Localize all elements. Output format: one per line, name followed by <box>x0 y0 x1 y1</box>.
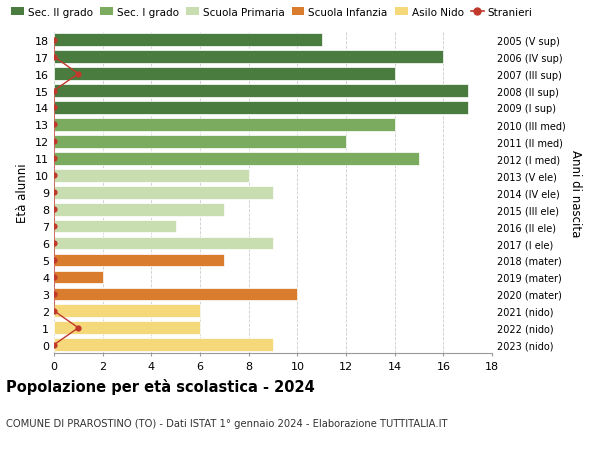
Bar <box>54 237 273 250</box>
Bar <box>54 102 467 115</box>
Bar <box>54 220 176 233</box>
Bar <box>54 203 224 216</box>
Bar <box>54 339 273 351</box>
Legend: Sec. II grado, Sec. I grado, Scuola Primaria, Scuola Infanzia, Asilo Nido, Stran: Sec. II grado, Sec. I grado, Scuola Prim… <box>11 7 533 17</box>
Bar <box>54 169 248 182</box>
Bar <box>54 34 322 47</box>
Bar <box>54 85 467 98</box>
Bar <box>54 51 443 64</box>
Bar <box>54 305 200 318</box>
Y-axis label: Età alunni: Età alunni <box>16 163 29 223</box>
Text: Popolazione per età scolastica - 2024: Popolazione per età scolastica - 2024 <box>6 379 315 395</box>
Bar <box>54 153 419 165</box>
Bar <box>54 136 346 148</box>
Bar <box>54 322 200 335</box>
Bar <box>54 271 103 284</box>
Text: COMUNE DI PRAROSTINO (TO) - Dati ISTAT 1° gennaio 2024 - Elaborazione TUTTITALIA: COMUNE DI PRAROSTINO (TO) - Dati ISTAT 1… <box>6 418 448 428</box>
Y-axis label: Anni di nascita: Anni di nascita <box>569 149 582 236</box>
Bar <box>54 68 395 81</box>
Bar <box>54 186 273 199</box>
Bar <box>54 254 224 267</box>
Bar <box>54 119 395 131</box>
Bar <box>54 288 298 301</box>
